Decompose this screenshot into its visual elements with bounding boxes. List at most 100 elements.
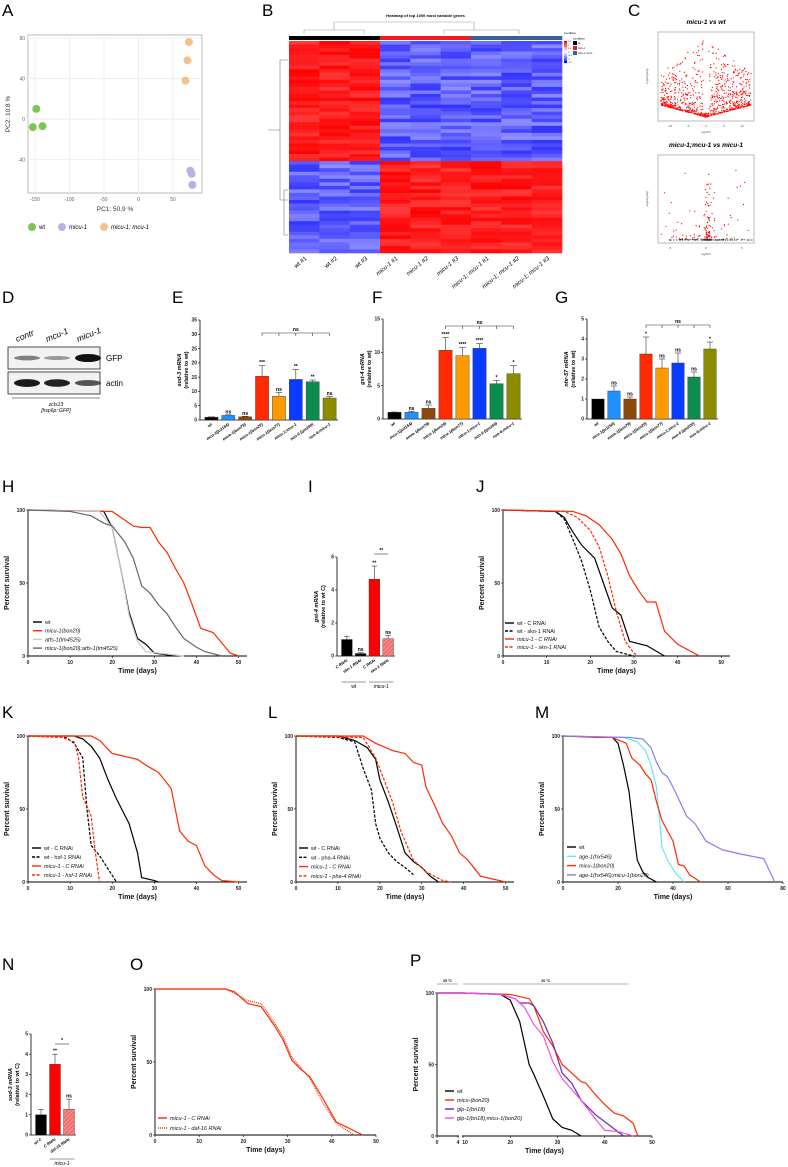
legend-label: wt - skn-1 RNAi [516, 629, 555, 635]
volcano-point [703, 238, 705, 241]
column-label: wt #3 [354, 256, 370, 271]
x-tick-label: 20 [377, 886, 383, 892]
volcano-point [729, 100, 731, 102]
heatmap-cell [471, 210, 502, 215]
x-axis-label: Time (days) [654, 894, 693, 901]
heatmap-cell [501, 48, 532, 52]
heatmap-cell [410, 41, 441, 45]
significance-label: ns [242, 411, 248, 417]
volcano-point [745, 105, 747, 107]
volcano-point [722, 110, 724, 112]
heatmap-cell [380, 161, 411, 165]
heatmap-cell [410, 62, 441, 67]
x-tick-label: 20 [109, 886, 115, 892]
heatmap-cell [380, 171, 411, 176]
heatmap-cell [501, 161, 532, 165]
heatmap-cell [531, 125, 563, 130]
volcano-point [744, 181, 746, 184]
volcano-point [726, 110, 728, 112]
condition-swatch [573, 51, 577, 55]
volcano-point [708, 107, 710, 110]
heatmap-cell [319, 221, 350, 226]
volcano-point [671, 73, 674, 75]
volcano-point [694, 80, 697, 82]
heatmap-cell [440, 147, 472, 151]
y-axis-label: Percent survival [272, 782, 279, 836]
panel-label-e: E [172, 288, 183, 307]
heatmap-cell [319, 83, 350, 88]
heatmap-cell [289, 111, 320, 116]
x-tick-label: 10 [335, 886, 341, 892]
heatmap-cell [319, 48, 350, 52]
heatmap-cell [410, 122, 441, 127]
blot-row-label: GFP [106, 354, 122, 363]
volcano-point [742, 96, 744, 98]
volcano-point [740, 99, 742, 101]
legend-label: micu-1 - hsf-1 RNAi [44, 873, 93, 879]
heatmap-cell [410, 171, 441, 176]
volcano-point [709, 105, 711, 107]
panel-label-o: O [130, 955, 143, 974]
condition-swatch [573, 46, 577, 50]
volcano-point [733, 72, 735, 74]
volcano-point [711, 86, 713, 88]
heatmap-cell [471, 217, 502, 222]
heatmap-cell [319, 62, 350, 67]
volcano-point [737, 100, 739, 102]
panel-label-g: G [555, 288, 568, 307]
heatmap-cell [289, 245, 320, 250]
volcano-point [687, 109, 690, 112]
volcano-point [725, 81, 728, 83]
lane-label: mcu-1 [44, 326, 70, 344]
heatmap-cell [471, 161, 502, 165]
volcano-point [669, 72, 671, 74]
y-tick-label: 0 [22, 880, 25, 886]
heatmap-cell [349, 132, 381, 137]
volcano-point [742, 75, 744, 77]
heatmap-cell [319, 249, 350, 254]
volcano-point [695, 73, 697, 75]
heatmap-cell [380, 48, 411, 52]
volcano-point [693, 236, 696, 238]
volcano-point [706, 222, 709, 224]
bar [368, 579, 380, 657]
heatmap-cell [501, 132, 532, 137]
heatmap-cell [410, 104, 441, 109]
volcano-point [733, 104, 735, 106]
heatmap-cell [501, 44, 532, 49]
volcano-point [705, 229, 707, 232]
heatmap-cell [319, 150, 350, 155]
volcano-point [702, 115, 704, 117]
category-label: wt [592, 420, 600, 428]
volcano-point [723, 225, 726, 227]
x-tick-label: 50 [170, 197, 176, 203]
y-tick-label: -40 [18, 158, 25, 164]
scale-tick: 0 [568, 52, 570, 54]
heatmap-cell [501, 94, 532, 98]
volcano-point [724, 82, 726, 84]
volcano-point [716, 106, 718, 108]
heatmap-cell [531, 51, 563, 56]
heatmap-cell [289, 150, 320, 155]
x-tick-label: 30 [285, 1139, 291, 1145]
bracket-label: ns [293, 327, 299, 333]
y-tick-label: 80 [19, 36, 25, 42]
volcano-point [706, 227, 709, 230]
volcano-point [724, 64, 726, 66]
legend-label: age-1(hx546) [579, 854, 612, 860]
volcano-point [722, 76, 724, 78]
volcano-point [717, 77, 719, 79]
heatmap-cell [501, 79, 532, 84]
bar [623, 398, 637, 420]
volcano-point [712, 52, 714, 54]
legend-label: wt - pha-4 RNAi [310, 855, 350, 861]
heatmap-cell [410, 182, 441, 187]
volcano-point [681, 78, 683, 80]
x-axis-label: Time (days) [597, 668, 636, 675]
volcano-point [702, 79, 704, 81]
panel-label-n: N [2, 955, 14, 974]
color-scale-step [564, 57, 567, 59]
heatmap-cell [349, 175, 381, 180]
heatmap-cell [471, 104, 502, 109]
